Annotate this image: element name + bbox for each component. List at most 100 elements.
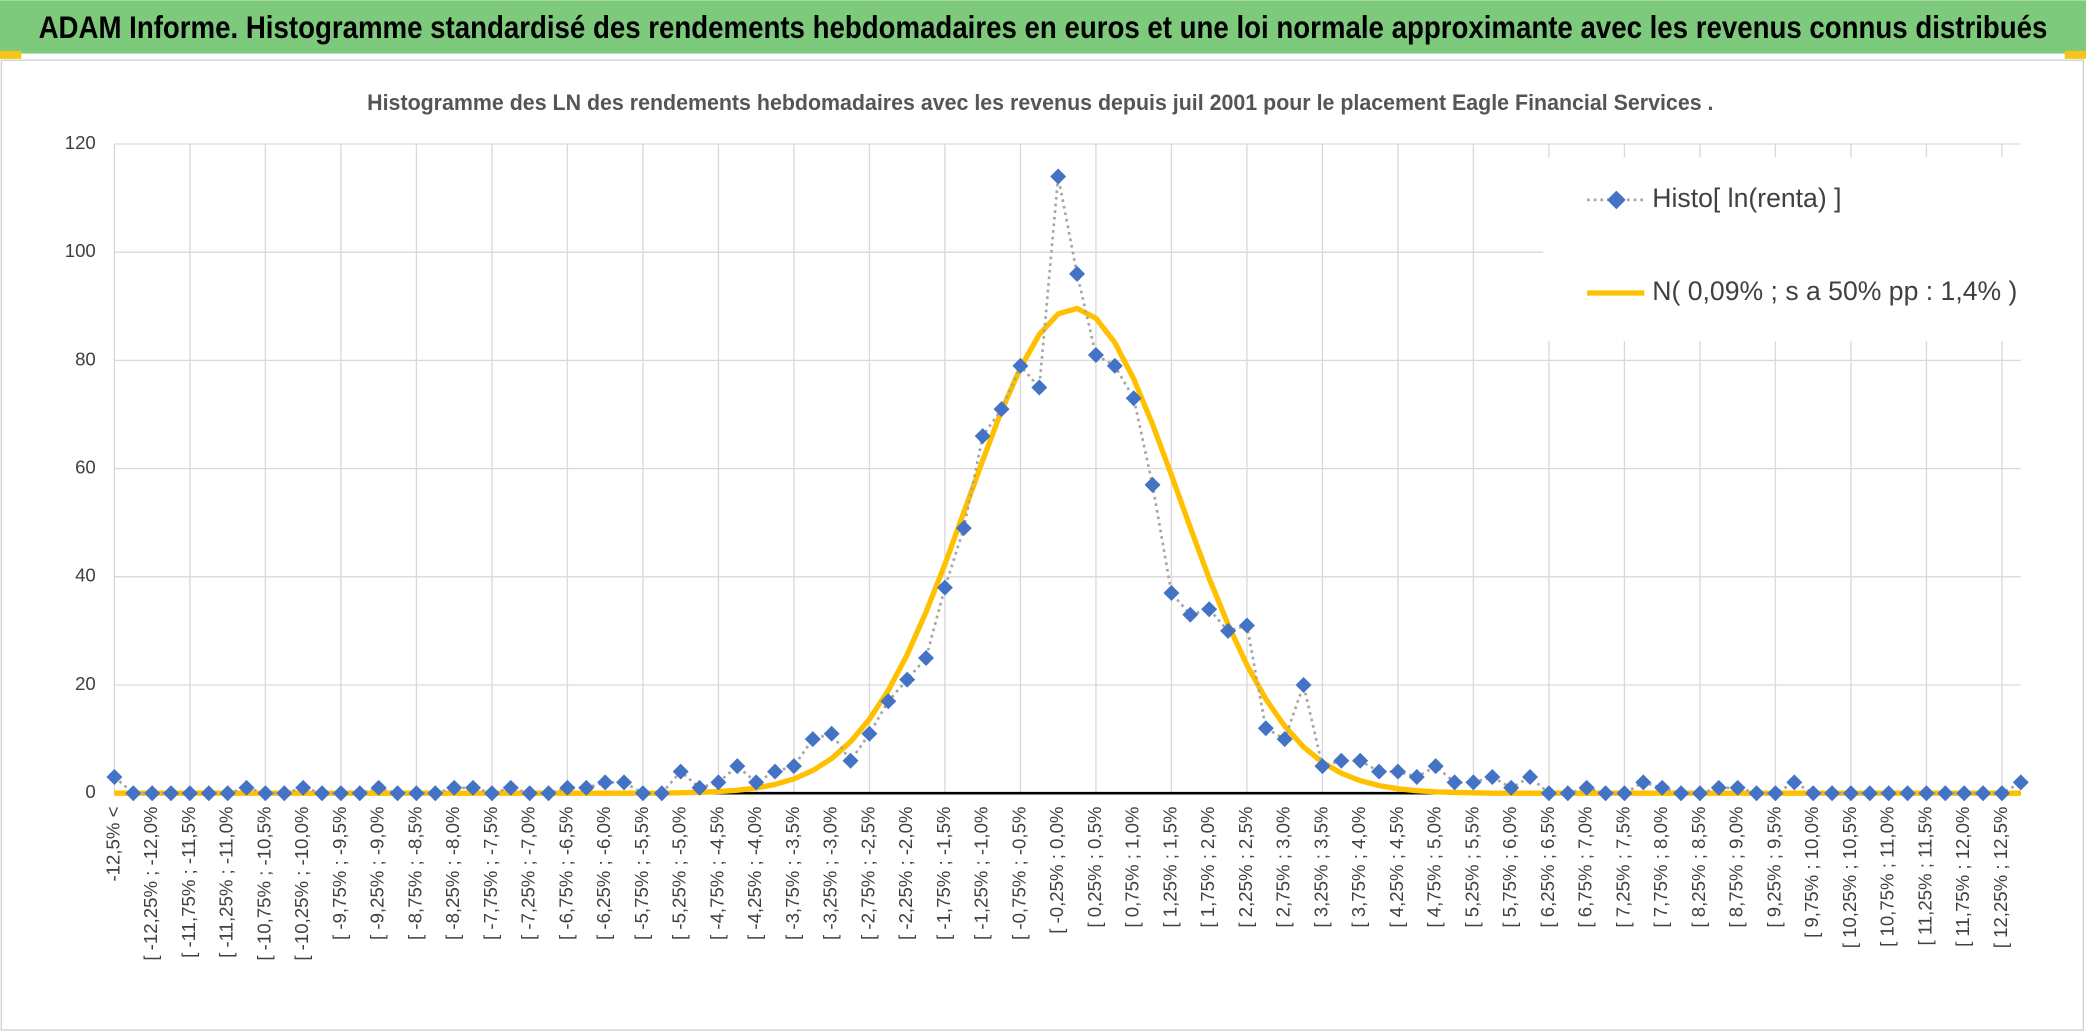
- x-tick-label: [ -4,75% ; -4,5%: [706, 807, 727, 940]
- data-point: [1899, 785, 1916, 802]
- data-point: [295, 779, 312, 796]
- data-point: [1163, 585, 1180, 602]
- data-point: [483, 785, 500, 802]
- data-point: [597, 774, 614, 791]
- data-point: [408, 785, 425, 802]
- data-point: [899, 671, 916, 688]
- x-tick-label: [ -11,75% ; -11,5%: [178, 807, 199, 958]
- x-tick-label: [ 0,25% ; 0,5%: [1084, 807, 1105, 928]
- data-point: [1220, 622, 1237, 639]
- header-band: [0, 0, 2086, 54]
- data-point: [993, 401, 1010, 418]
- page-title: ADAM Informe. Histogramme standardisé de…: [39, 9, 2048, 45]
- data-point: [1333, 752, 1350, 769]
- x-tick-label: [ 5,75% ; 6,0%: [1499, 807, 1520, 928]
- data-point: [1522, 769, 1539, 785]
- data-point: [1031, 379, 1048, 396]
- data-point: [672, 763, 689, 780]
- x-tick-label: [ 3,25% ; 3,5%: [1310, 807, 1331, 928]
- data-point: [1767, 785, 1784, 802]
- data-point: [1389, 763, 1406, 780]
- x-tick-label: [ -2,25% ; -2,0%: [895, 807, 916, 940]
- x-tick-label: [ 4,75% ; 5,0%: [1424, 807, 1445, 928]
- x-tick-label: [ 6,75% ; 7,0%: [1575, 807, 1596, 928]
- data-point: [559, 779, 576, 796]
- x-tick-label: [ 8,75% ; 9,0%: [1726, 807, 1747, 928]
- x-tick-label: [ 4,25% ; 4,5%: [1386, 807, 1407, 928]
- grid: 0 20 40 60 80 100 120 -12,5% < [ -12,25% ; -12,0…: [65, 132, 2021, 961]
- x-tick-label: [ 0,75% ; 1,0%: [1122, 807, 1143, 928]
- x-tick-label: [ -3,75% ; -3,5%: [782, 807, 803, 940]
- data-point: [955, 520, 972, 537]
- data-point: [1937, 785, 1954, 802]
- data-point: [578, 779, 595, 796]
- x-tick-label: [ -11,25% ; -11,0%: [216, 807, 237, 958]
- data-point: [823, 725, 840, 742]
- y-tick-label: 100: [65, 240, 96, 261]
- x-tick-label: [ 5,25% ; 5,5%: [1461, 807, 1482, 928]
- data-point: [710, 774, 727, 791]
- y-tick-label: 40: [75, 565, 96, 586]
- x-tick-label: [ -2,75% ; -2,5%: [857, 807, 878, 940]
- legend-label: Histo[ ln(renta) ]: [1652, 183, 1841, 213]
- x-tick-label: [ 8,25% ; 8,5%: [1688, 807, 1709, 928]
- data-point: [125, 785, 142, 802]
- data-point: [1654, 779, 1671, 796]
- data-point: [1371, 763, 1388, 780]
- data-point: [1673, 785, 1690, 802]
- data-point: [1635, 774, 1652, 791]
- x-tick-label: [ -0,25% ; 0,0%: [1046, 807, 1067, 934]
- x-tick-label: [ -9,25% ; -9,0%: [367, 807, 388, 940]
- data-point: [1559, 785, 1576, 802]
- data-point: [540, 785, 557, 802]
- data-point: [144, 785, 161, 802]
- data-point: [1956, 785, 1973, 802]
- x-tick-label: [ 1,25% ; 1,5%: [1159, 807, 1180, 928]
- x-tick-label: [ -7,25% ; -7,0%: [518, 807, 539, 940]
- x-tick-label: [ -1,75% ; -1,5%: [933, 807, 954, 940]
- data-point: [634, 785, 651, 802]
- x-tick-label: [ -10,25% ; -10,0%: [291, 807, 312, 961]
- chart-frame: [0, 59, 2085, 1031]
- x-tick-label: [ 6,25% ; 6,5%: [1537, 807, 1558, 928]
- x-tick-label: [ 11,75% ; 12,0%: [1952, 807, 1973, 947]
- data-point: [1805, 785, 1822, 802]
- chart-title: Histogramme des LN des rendements hebdom…: [367, 90, 1713, 115]
- data-point: [2012, 774, 2029, 791]
- data-point: [767, 763, 784, 780]
- y-tick-label: 120: [65, 132, 96, 153]
- data-point: [1918, 785, 1935, 802]
- y-tick-label: 0: [85, 781, 95, 802]
- x-tick-label: [ -7,75% ; -7,5%: [480, 807, 501, 940]
- data-point: [1786, 774, 1803, 791]
- data-point: [1597, 785, 1614, 802]
- data-point: [1087, 347, 1104, 363]
- data-point: [1503, 779, 1520, 796]
- data-point: [616, 774, 633, 791]
- data-point: [842, 752, 859, 769]
- data-point: [1729, 779, 1746, 796]
- x-tick-label: [ -6,25% ; -6,0%: [593, 807, 614, 940]
- x-tick-label: [ 2,25% ; 2,5%: [1235, 807, 1256, 928]
- data-point: [729, 758, 746, 775]
- data-point: [880, 693, 897, 710]
- x-tick-label: [ -4,25% ; -4,0%: [744, 807, 765, 940]
- legend-marker: [1607, 190, 1626, 210]
- data-point: [1295, 677, 1312, 693]
- x-tick-label: [ -5,25% ; -5,0%: [669, 807, 690, 940]
- data-point: [427, 785, 444, 802]
- x-tick-label: [ 9,75% ; 10,0%: [1801, 807, 1822, 938]
- data-point: [1993, 785, 2010, 802]
- x-tick-label: [ 12,25% ; 12,5%: [1990, 807, 2011, 949]
- x-tick-label: [ 10,25% ; 10,5%: [1839, 807, 1860, 949]
- data-point: [1861, 785, 1878, 802]
- data-point: [1352, 752, 1369, 769]
- data-point: [974, 428, 991, 445]
- data-point: [1975, 785, 1992, 802]
- data-point: [181, 785, 198, 802]
- x-tick-label: [ -1,25% ; -1,0%: [971, 807, 992, 940]
- data-point: [257, 785, 274, 802]
- y-tick-label: 20: [75, 673, 96, 694]
